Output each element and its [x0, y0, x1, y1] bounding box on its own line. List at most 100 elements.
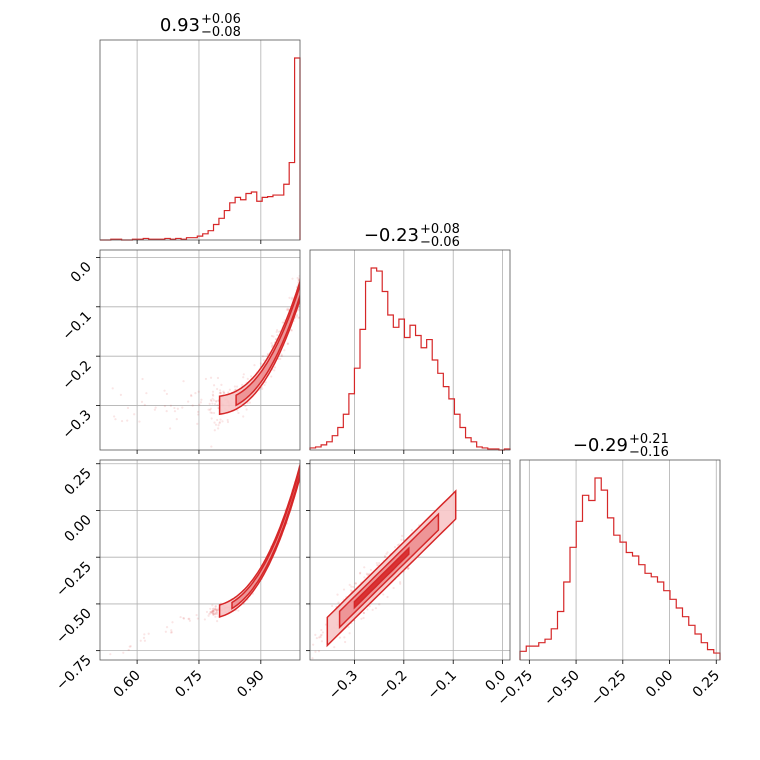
sample-point	[214, 608, 217, 611]
tick-label: −0.50	[53, 605, 95, 647]
histogram-layer	[100, 57, 721, 660]
sample-point	[218, 421, 221, 424]
sample-point	[368, 605, 371, 608]
sample-point	[219, 391, 222, 395]
sample-point	[320, 640, 324, 643]
sample-point	[113, 415, 116, 418]
sample-point	[212, 384, 216, 387]
sample-point	[342, 588, 346, 591]
sample-point	[253, 364, 256, 367]
sample-point	[215, 399, 218, 403]
sample-point	[246, 377, 249, 380]
sample-point	[143, 403, 146, 406]
scatter-layer	[109, 274, 448, 660]
title-param-0: 0.93	[160, 15, 200, 36]
title-param-1: −0.23	[364, 225, 419, 246]
sample-point	[139, 639, 142, 642]
sample-point	[406, 567, 410, 571]
contours-1-2	[326, 489, 457, 648]
sample-point	[126, 406, 130, 410]
sample-point	[287, 308, 290, 311]
sample-point	[215, 609, 218, 612]
sample-point	[386, 595, 389, 599]
sample-point	[378, 603, 381, 606]
sample-point	[213, 403, 217, 406]
sample-point	[348, 583, 351, 586]
sample-point	[349, 589, 353, 592]
sample-point	[331, 604, 334, 608]
sample-point	[237, 609, 240, 612]
sample-point	[197, 390, 200, 393]
sample-point	[280, 353, 283, 356]
sample-point	[209, 610, 212, 614]
tick-label: −0.3	[59, 407, 94, 442]
sample-point	[208, 612, 211, 616]
sample-point	[360, 617, 363, 620]
title-param-2: −0.29	[573, 435, 628, 456]
sample-point	[204, 377, 208, 381]
sample-point	[207, 408, 210, 411]
sample-point	[321, 631, 324, 634]
sample-point	[164, 630, 167, 633]
sample-point	[210, 610, 213, 614]
sample-point	[211, 609, 215, 613]
sample-point	[212, 610, 215, 613]
sample-point	[399, 582, 402, 585]
frame-layer	[99, 39, 721, 661]
sample-point	[344, 640, 347, 644]
tick-label: 0.25	[61, 465, 94, 498]
sample-point	[126, 419, 129, 422]
sample-point	[263, 383, 266, 387]
sample-point	[163, 389, 166, 392]
sample-point	[241, 383, 244, 387]
sample-point	[211, 609, 214, 612]
sample-point	[195, 613, 198, 617]
sample-point	[311, 657, 314, 660]
sample-point	[109, 653, 112, 656]
sample-point	[209, 376, 213, 379]
sample-point	[122, 651, 125, 654]
sample-point	[181, 406, 184, 409]
sample-point	[367, 572, 371, 575]
sample-point	[216, 418, 219, 422]
sample-point	[354, 582, 357, 585]
sample-point	[315, 636, 318, 640]
tick-label: −0.2	[59, 358, 94, 393]
sample-point	[111, 387, 114, 390]
sample-point	[176, 407, 179, 410]
title-param-0-minus: −0.08	[201, 25, 241, 40]
histogram-param-1	[309, 267, 511, 451]
sample-point	[333, 646, 336, 649]
sample-point	[362, 611, 365, 615]
sample-point	[208, 408, 212, 411]
sample-point	[214, 423, 218, 426]
panel-frame	[519, 459, 721, 661]
sample-point	[371, 608, 374, 611]
title-param-2-minus: −0.16	[629, 445, 669, 460]
sample-point	[366, 573, 369, 576]
sample-point	[210, 610, 213, 614]
sample-point	[210, 411, 214, 414]
contour-layer	[218, 279, 457, 648]
sample-point	[215, 400, 218, 403]
sample-point	[171, 621, 174, 624]
sample-point	[288, 296, 291, 300]
sample-point	[214, 605, 217, 608]
sample-point	[272, 335, 275, 338]
sample-point	[211, 607, 215, 611]
sample-point	[173, 410, 177, 413]
sample-point	[222, 390, 225, 393]
sample-point	[141, 377, 144, 381]
sample-point	[319, 635, 322, 639]
sample-point	[198, 403, 201, 406]
sample-point	[295, 315, 299, 318]
sample-point	[209, 612, 212, 615]
sample-point	[407, 567, 410, 570]
sample-point	[191, 404, 194, 407]
grid-layer	[100, 40, 717, 660]
sample-point	[359, 571, 362, 574]
sample-point	[376, 563, 379, 567]
sample-point	[283, 349, 286, 352]
sample-point	[196, 410, 200, 413]
sample-point	[377, 561, 381, 565]
